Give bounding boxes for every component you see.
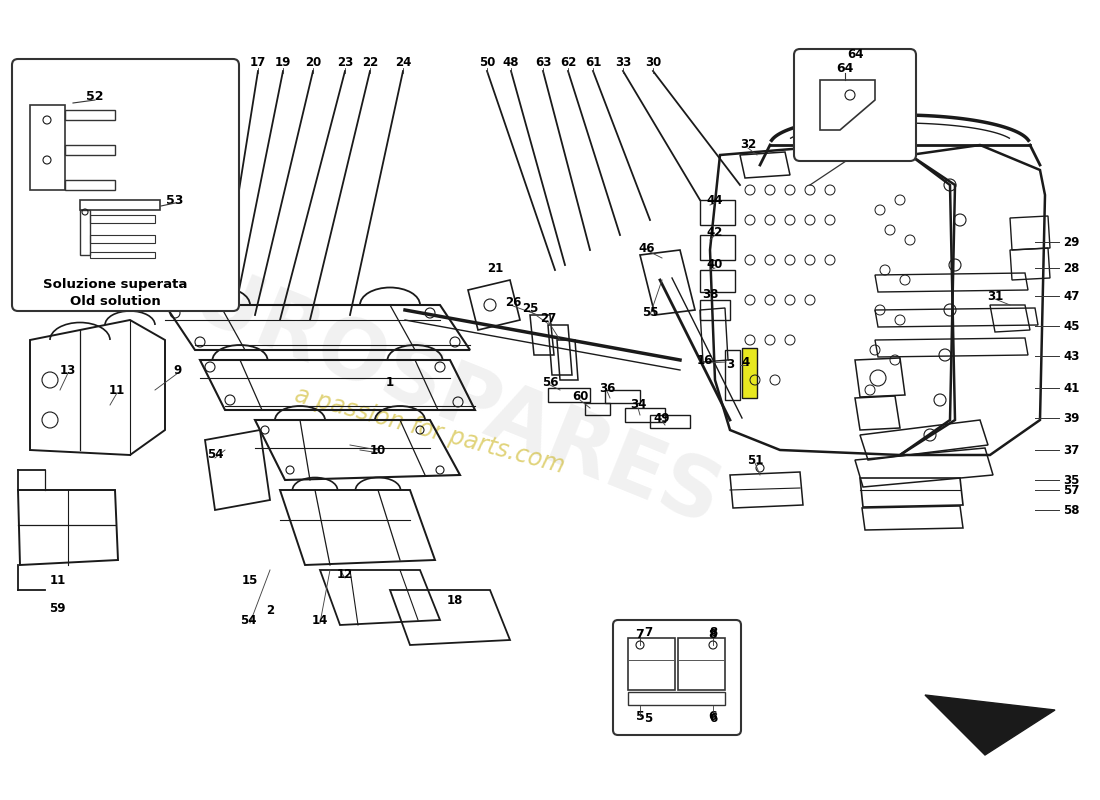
Text: 32: 32 bbox=[740, 138, 756, 151]
Text: 54: 54 bbox=[240, 614, 256, 626]
Text: 52: 52 bbox=[86, 90, 103, 103]
Text: 37: 37 bbox=[1063, 443, 1079, 457]
Text: 58: 58 bbox=[1063, 503, 1079, 517]
Text: 3: 3 bbox=[726, 358, 734, 371]
Text: 21: 21 bbox=[487, 262, 503, 274]
Text: 1: 1 bbox=[386, 377, 394, 390]
Text: 55: 55 bbox=[641, 306, 658, 318]
Text: 50: 50 bbox=[478, 57, 495, 70]
Text: 8: 8 bbox=[708, 626, 717, 638]
Text: 48: 48 bbox=[503, 57, 519, 70]
Text: 62: 62 bbox=[560, 57, 576, 70]
FancyBboxPatch shape bbox=[12, 59, 239, 311]
Text: 7: 7 bbox=[636, 627, 645, 641]
Text: Soluzione superata
Old solution: Soluzione superata Old solution bbox=[43, 278, 187, 308]
Text: 56: 56 bbox=[541, 375, 558, 389]
Text: 11: 11 bbox=[50, 574, 66, 586]
Text: 57: 57 bbox=[1063, 483, 1079, 497]
Text: 41: 41 bbox=[1063, 382, 1079, 394]
Text: 5: 5 bbox=[636, 710, 645, 722]
Text: a passion for parts.com: a passion for parts.com bbox=[293, 382, 568, 478]
Polygon shape bbox=[925, 695, 1055, 755]
Text: 49: 49 bbox=[653, 411, 670, 425]
Text: 34: 34 bbox=[630, 398, 646, 411]
Text: 42: 42 bbox=[707, 226, 723, 238]
Text: 44: 44 bbox=[706, 194, 724, 206]
FancyBboxPatch shape bbox=[613, 620, 741, 735]
Text: 54: 54 bbox=[207, 449, 223, 462]
Text: 64: 64 bbox=[847, 49, 864, 62]
Polygon shape bbox=[742, 348, 757, 398]
Text: 7: 7 bbox=[644, 626, 652, 638]
Text: 43: 43 bbox=[1063, 350, 1079, 362]
Text: 9: 9 bbox=[173, 363, 182, 377]
Text: 60: 60 bbox=[572, 390, 588, 403]
Text: 14: 14 bbox=[311, 614, 328, 626]
Text: 24: 24 bbox=[395, 57, 411, 70]
Text: 35: 35 bbox=[1063, 474, 1079, 486]
Text: 13: 13 bbox=[59, 363, 76, 377]
Text: 40: 40 bbox=[707, 258, 723, 271]
Text: 51: 51 bbox=[747, 454, 763, 466]
Text: 39: 39 bbox=[1063, 411, 1079, 425]
Text: 6: 6 bbox=[708, 711, 717, 725]
Text: 30: 30 bbox=[645, 57, 661, 70]
Text: 20: 20 bbox=[305, 57, 321, 70]
Text: 47: 47 bbox=[1063, 290, 1079, 302]
Text: EUROSPARES: EUROSPARES bbox=[128, 237, 732, 543]
Text: 26: 26 bbox=[505, 297, 521, 310]
Text: 29: 29 bbox=[1063, 235, 1079, 249]
Text: 12: 12 bbox=[337, 569, 353, 582]
FancyBboxPatch shape bbox=[794, 49, 916, 161]
Text: 19: 19 bbox=[275, 57, 292, 70]
Text: 36: 36 bbox=[598, 382, 615, 394]
Text: 27: 27 bbox=[540, 311, 557, 325]
Text: 53: 53 bbox=[166, 194, 184, 206]
Text: 5: 5 bbox=[644, 711, 652, 725]
Text: 46: 46 bbox=[639, 242, 656, 254]
Text: 64: 64 bbox=[836, 62, 854, 74]
Text: 8: 8 bbox=[708, 627, 717, 641]
Text: 28: 28 bbox=[1063, 262, 1079, 274]
Text: 11: 11 bbox=[109, 383, 125, 397]
Text: 45: 45 bbox=[1063, 319, 1079, 333]
Text: 15: 15 bbox=[242, 574, 258, 586]
Text: 59: 59 bbox=[48, 602, 65, 614]
Text: 22: 22 bbox=[362, 57, 378, 70]
Text: 38: 38 bbox=[702, 289, 718, 302]
Text: 2: 2 bbox=[266, 603, 274, 617]
Text: 63: 63 bbox=[535, 57, 551, 70]
Text: 17: 17 bbox=[250, 57, 266, 70]
Text: 31: 31 bbox=[987, 290, 1003, 302]
Text: 61: 61 bbox=[585, 57, 602, 70]
Text: 10: 10 bbox=[370, 443, 386, 457]
Text: 23: 23 bbox=[337, 57, 353, 70]
Text: 18: 18 bbox=[447, 594, 463, 606]
Text: 25: 25 bbox=[521, 302, 538, 314]
Text: 4: 4 bbox=[741, 357, 750, 370]
Text: 33: 33 bbox=[615, 57, 631, 70]
Text: 6: 6 bbox=[708, 710, 717, 722]
Text: 16: 16 bbox=[696, 354, 713, 366]
